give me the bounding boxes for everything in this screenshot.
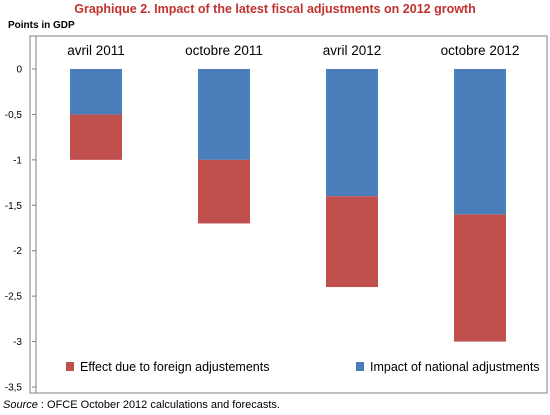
y-axis-unit-label: Points in GDP [8,20,75,31]
bar-segment [198,69,250,160]
y-tick-label: -3,5 [5,383,23,394]
legend-label: Impact of national adjustments [370,360,540,374]
bar-segment [70,69,122,115]
y-tick-label: -1 [13,155,22,166]
legend-swatch [66,362,74,371]
category-label: octobre 2011 [185,43,263,58]
bar-segment [198,159,250,224]
source-lead: Source [3,399,38,411]
legend: Effect due to foreign adjustements Impact… [66,360,540,374]
source-note: Source : OFCE October 2012 calculations … [3,399,280,411]
y-tick-label: -2 [13,246,22,257]
category-label: avril 2011 [67,43,125,58]
legend-swatch [356,362,364,371]
bars [70,69,506,342]
legend-label: Effect due to foreign adjustements [80,360,269,374]
source-text: : OFCE October 2012 calculations and for… [37,399,280,411]
stacked-bar-chart: 0 -0,5 -1 -1,5 -2 -2,5 -3 -3,5 avril 2011 octobr… [5,35,548,394]
chart-title: Graphique 2. Impact of the latest fiscal… [74,2,476,16]
y-tick-label: 0 [16,65,22,76]
category-label: avril 2012 [323,43,382,58]
category-labels: avril 2011 octobre 2011 avril 2012 octobre … [67,43,519,58]
y-axis-ticks: 0 -0,5 -1 -1,5 -2 -2,5 -3 -3,5 [5,65,36,394]
bar-segment [326,196,378,288]
plot-area-frame [29,35,548,394]
category-label: octobre 2012 [441,43,520,58]
y-tick-label: -0,5 [5,110,23,121]
bar-segment [326,69,378,197]
bar-segment [70,114,122,160]
bar-segment [454,69,506,215]
y-tick-label: -1,5 [5,201,23,212]
y-tick-label: -2,5 [5,292,23,303]
y-tick-label: -3 [13,337,22,348]
bar-segment [454,214,506,342]
